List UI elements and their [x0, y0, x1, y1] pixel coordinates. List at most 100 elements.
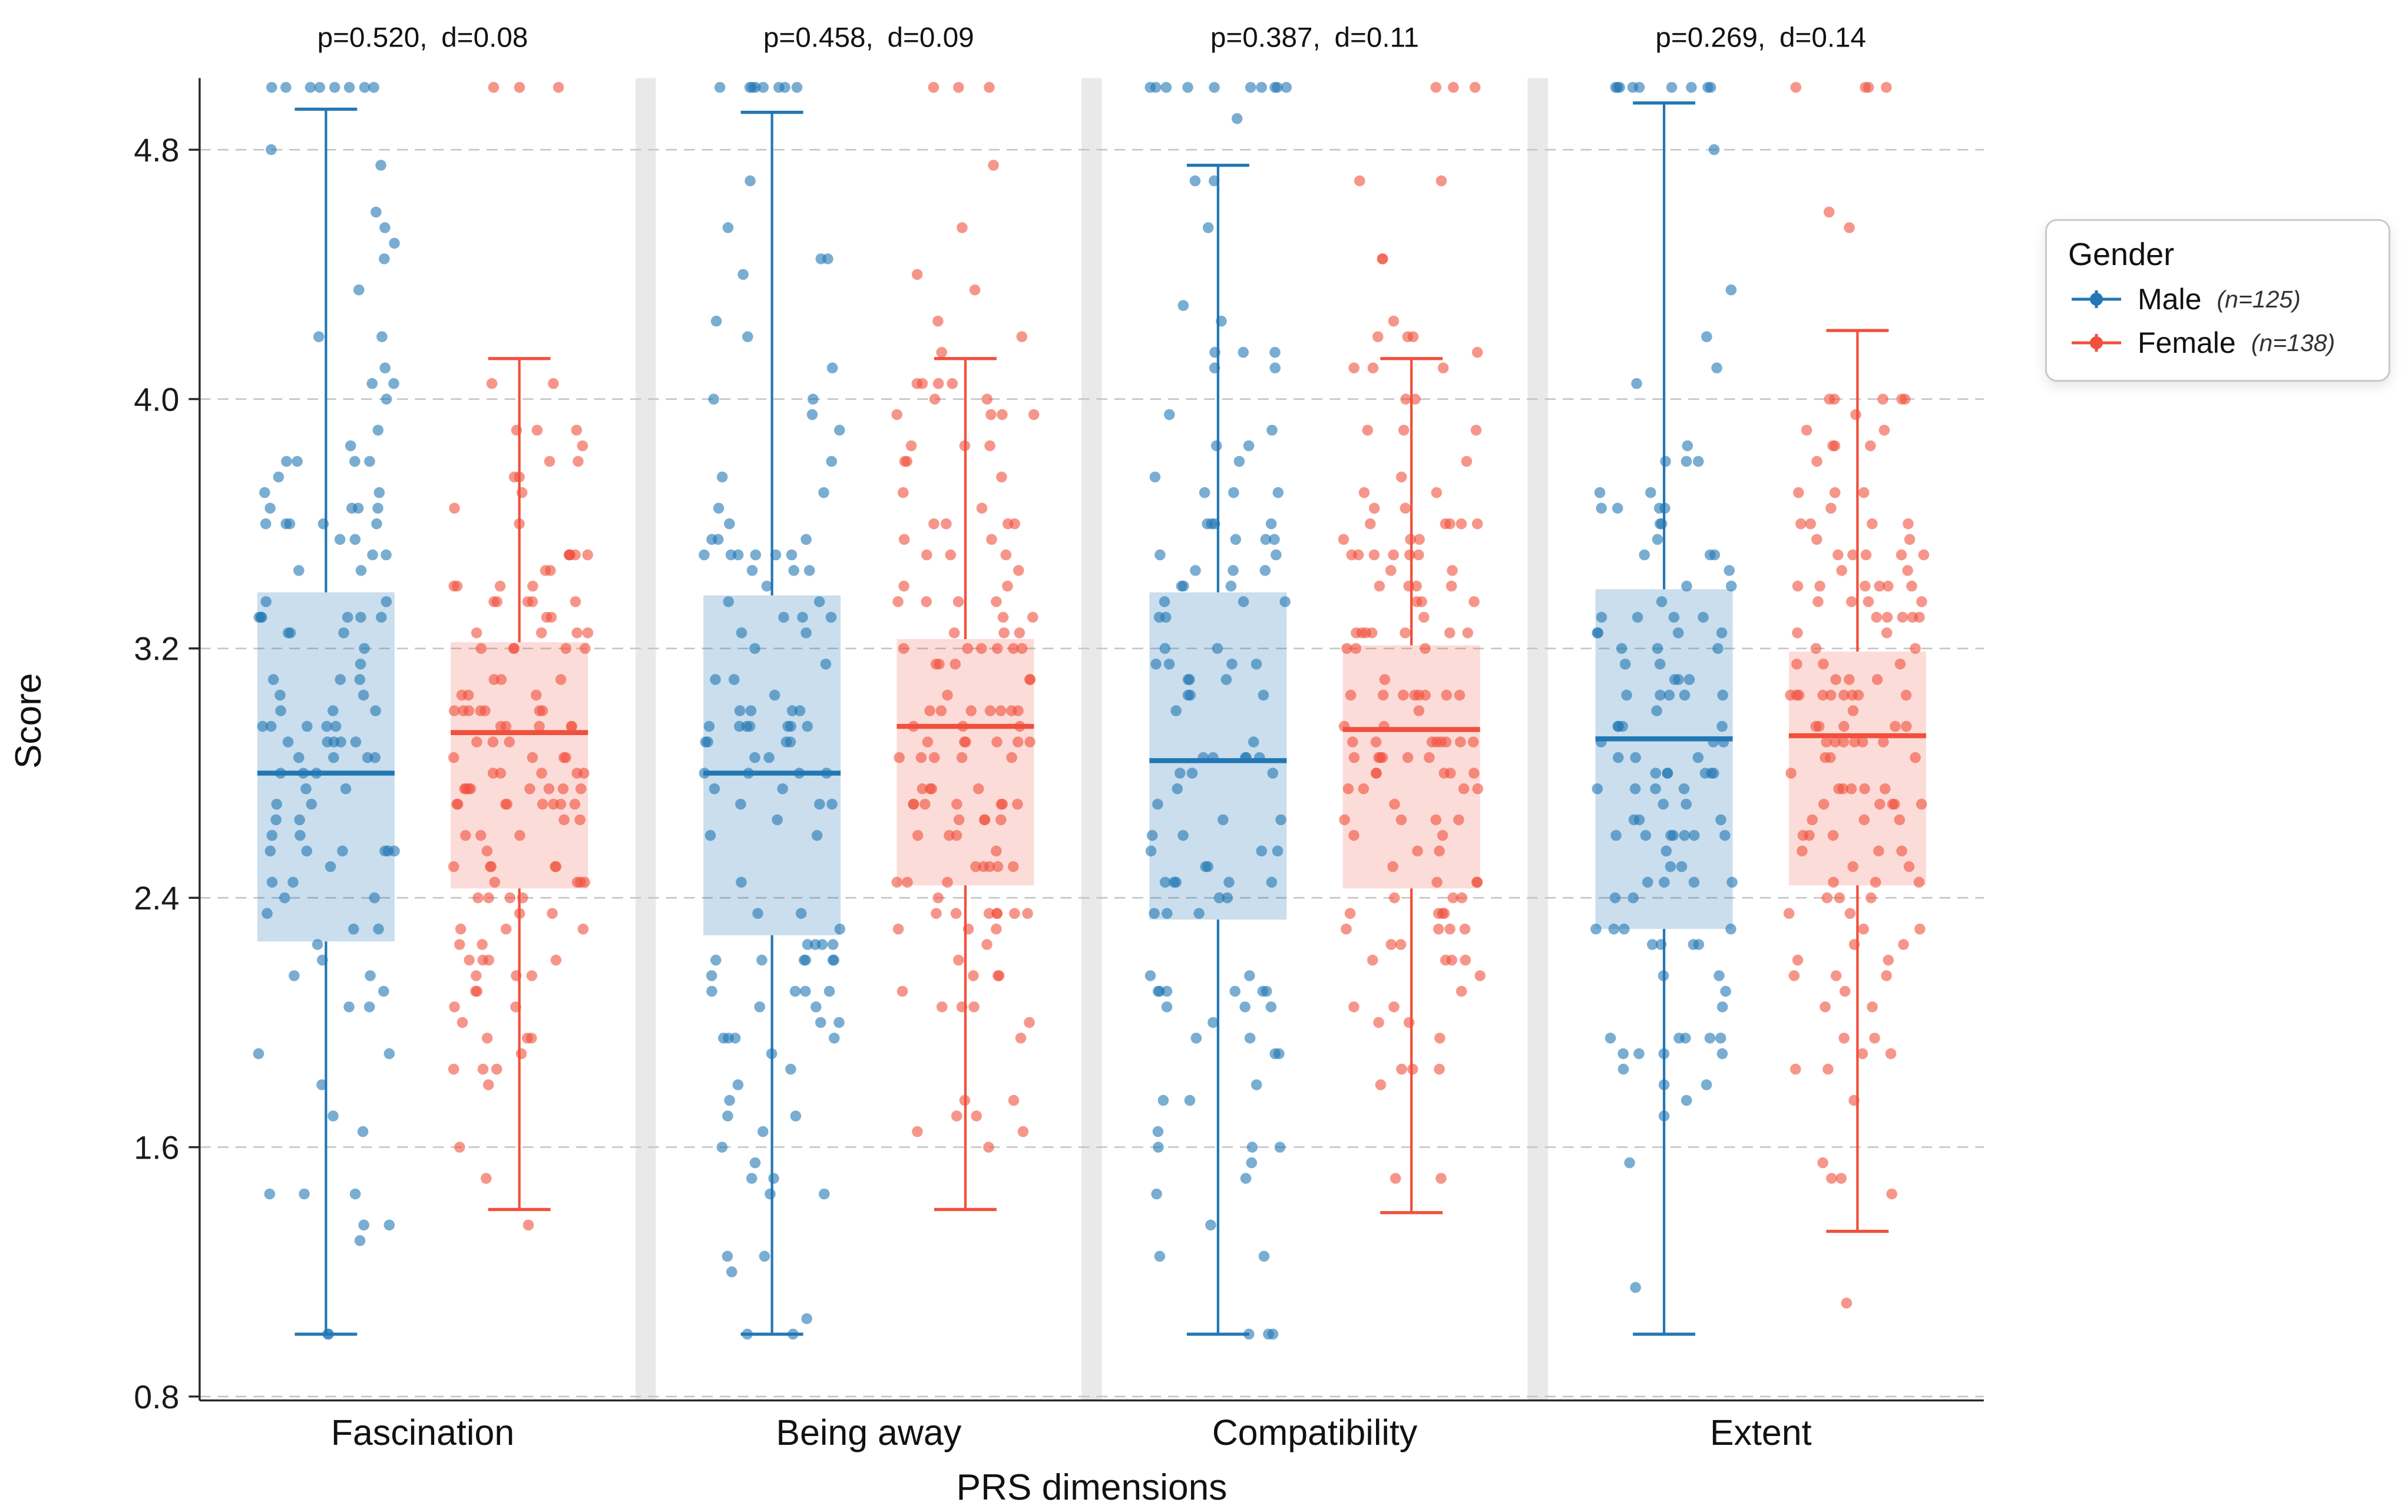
data-point: [514, 82, 525, 93]
data-point: [1860, 549, 1872, 561]
data-point: [1913, 876, 1925, 888]
data-point: [773, 82, 785, 93]
data-point: [1338, 534, 1349, 545]
data-point: [1916, 799, 1927, 810]
data-point: [531, 689, 542, 701]
data-point: [716, 1142, 728, 1153]
data-point: [1272, 487, 1284, 498]
data-point: [548, 378, 559, 389]
data-point: [577, 924, 589, 935]
data-point: [455, 924, 467, 935]
data-point: [1447, 565, 1458, 576]
data-point: [1858, 924, 1869, 935]
data-point: [1024, 1017, 1035, 1028]
data-point: [359, 82, 371, 93]
data-point: [495, 720, 507, 732]
data-point: [1400, 502, 1411, 514]
data-point: [944, 830, 955, 841]
data-point: [1246, 1157, 1258, 1169]
data-point: [369, 892, 380, 904]
data-point: [472, 892, 484, 904]
data-point: [454, 939, 465, 950]
data-point: [338, 627, 349, 638]
data-point: [1257, 985, 1269, 997]
data-point: [908, 799, 919, 810]
data-point: [1374, 580, 1385, 592]
data-point: [899, 456, 911, 467]
data-point: [1228, 565, 1239, 576]
data-point: [1226, 659, 1238, 670]
data-point: [713, 502, 725, 514]
data-point: [1805, 518, 1816, 530]
data-point: [1209, 362, 1220, 373]
data-point: [1471, 876, 1483, 888]
data-point: [462, 689, 474, 701]
data-point: [1145, 845, 1157, 857]
data-point: [321, 720, 332, 732]
x-tick-label-being-away: Being away: [776, 1412, 961, 1453]
data-point: [1013, 705, 1024, 716]
data-point: [962, 924, 974, 935]
data-point: [1430, 814, 1441, 826]
data-point: [1658, 970, 1669, 981]
data-point: [1453, 814, 1464, 826]
data-point: [785, 1063, 796, 1075]
data-point: [992, 861, 1004, 872]
data-point: [1150, 659, 1162, 670]
data-point: [798, 954, 810, 966]
data-point: [983, 1142, 994, 1153]
data-point: [1182, 82, 1193, 93]
data-point: [550, 954, 562, 966]
data-point: [1850, 409, 1861, 421]
data-point: [1642, 876, 1653, 888]
data-point: [813, 596, 825, 607]
data-point: [1596, 502, 1607, 514]
data-point: [742, 1328, 753, 1340]
data-point: [1145, 970, 1156, 981]
data-point: [1468, 596, 1480, 607]
data-point: [1246, 1142, 1258, 1153]
data-point: [1652, 534, 1663, 545]
data-point: [365, 970, 376, 981]
data-point: [488, 596, 500, 607]
data-point: [1828, 393, 1840, 405]
data-point: [928, 82, 940, 93]
data-point: [1407, 1063, 1418, 1075]
data-point: [1024, 674, 1036, 685]
data-point: [1272, 845, 1284, 857]
data-point: [1385, 565, 1397, 576]
y-tick-label: 2.4: [134, 880, 179, 917]
data-point: [1698, 611, 1709, 623]
data-point: [1212, 643, 1223, 654]
data-point: [905, 440, 917, 452]
data-point: [368, 82, 379, 93]
data-point: [464, 954, 475, 966]
male-errorbar-marker-icon: [2072, 290, 2121, 308]
data-point: [287, 876, 299, 888]
data-point: [892, 924, 904, 935]
data-point: [275, 705, 286, 716]
data-point: [1431, 876, 1443, 888]
data-point: [1650, 767, 1662, 779]
data-point: [1612, 502, 1623, 514]
data-point: [1688, 830, 1700, 841]
data-point: [1838, 1033, 1850, 1044]
stat-annotations: p=0.520, d=0.08 p=0.458, d=0.09 p=0.387, d=0.…: [317, 22, 1866, 53]
data-point: [1714, 970, 1725, 981]
data-point: [1367, 362, 1379, 373]
x-tick-label-extent: Extent: [1710, 1412, 1812, 1453]
data-point: [919, 799, 931, 810]
data-point: [489, 876, 501, 888]
data-point: [524, 783, 535, 795]
data-point: [758, 82, 769, 93]
data-point: [317, 518, 329, 530]
data-point: [709, 783, 720, 795]
data-point: [744, 82, 756, 93]
data-point: [293, 565, 305, 576]
data-point: [770, 549, 782, 561]
data-point: [1447, 892, 1459, 904]
data-point: [527, 752, 538, 763]
data-point: [897, 985, 908, 997]
data-point: [986, 534, 997, 545]
